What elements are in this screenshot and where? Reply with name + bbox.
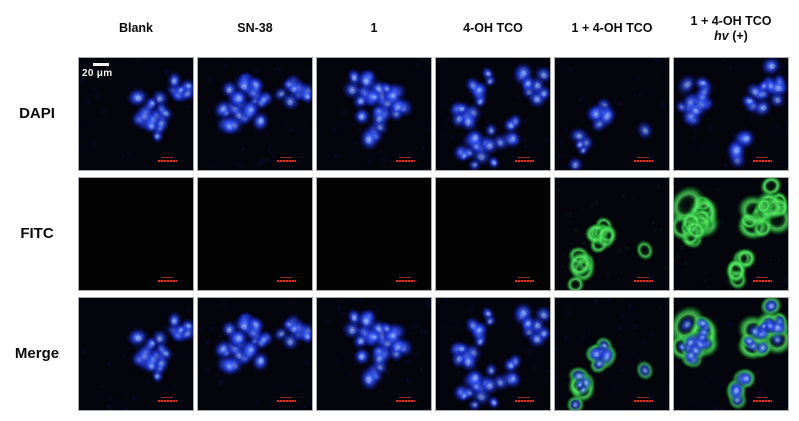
panel-dapi-col5 xyxy=(554,57,670,171)
micrograph-canvas xyxy=(317,178,431,290)
red-scale-bar xyxy=(515,397,534,402)
panel-merge-col5 xyxy=(554,297,670,411)
panel-dapi-col2 xyxy=(197,57,313,171)
micrograph-canvas xyxy=(198,58,312,170)
panel-fitc-col6 xyxy=(673,177,789,291)
red-scale-bar xyxy=(634,277,653,282)
micrograph-canvas xyxy=(436,298,550,410)
panel-merge-col1 xyxy=(78,297,194,411)
red-scale-bar xyxy=(753,397,772,402)
red-scale-bar xyxy=(158,277,177,282)
red-scale-bar xyxy=(753,277,772,282)
micrograph-canvas xyxy=(555,178,669,290)
micrograph-canvas xyxy=(317,298,431,410)
red-scale-bar xyxy=(158,397,177,402)
panel-dapi-col4 xyxy=(435,57,551,171)
red-scale-bar xyxy=(634,157,653,162)
scale-bar-label: 20 μm xyxy=(82,67,113,79)
scale-bar: 20 μm xyxy=(82,63,112,79)
panel-merge-col6 xyxy=(673,297,789,411)
red-scale-bar xyxy=(515,277,534,282)
micrograph-canvas xyxy=(555,298,669,410)
column-header-line1: Blank xyxy=(118,21,154,36)
row-label-fitc: FITC xyxy=(20,225,54,242)
panel-grid: 20 μm xyxy=(78,57,789,411)
red-scale-bar xyxy=(158,157,177,162)
micrograph-canvas xyxy=(79,178,193,290)
panel-dapi-col6 xyxy=(673,57,789,171)
panel-fitc-col5 xyxy=(554,177,670,291)
column-header-line1: SN-38 xyxy=(237,21,273,36)
scale-bar-line xyxy=(93,63,109,66)
column-header-2: SN-38 xyxy=(197,21,313,36)
panel-fitc-col1 xyxy=(78,177,194,291)
micrograph-canvas xyxy=(674,58,788,170)
micrograph-canvas xyxy=(555,58,669,170)
column-header-3: 1 xyxy=(316,21,432,36)
panel-dapi-col1: 20 μm xyxy=(78,57,194,171)
micrograph-canvas xyxy=(198,298,312,410)
red-scale-bar xyxy=(396,277,415,282)
row-label-merge: Merge xyxy=(14,345,60,362)
panel-fitc-col3 xyxy=(316,177,432,291)
red-scale-bar xyxy=(753,157,772,162)
column-header-line1: 1 + 4-OH TCO xyxy=(690,13,772,28)
column-header-4: 4-OH TCO xyxy=(435,21,551,36)
panel-merge-col3 xyxy=(316,297,432,411)
column-header-line2: hv (+) xyxy=(714,29,748,43)
micrograph-canvas xyxy=(674,298,788,410)
row-label-dapi: DAPI xyxy=(19,105,55,122)
micrograph-canvas xyxy=(674,178,788,290)
micrograph-canvas xyxy=(317,58,431,170)
column-header-line1: 1 + 4-OH TCO xyxy=(571,21,653,36)
micrograph-canvas xyxy=(79,58,193,170)
column-headers: Blank SN-38 1 4-OH TCO 1 + 4-OH TCO 1 + … xyxy=(78,4,789,54)
panel-dapi-col3 xyxy=(316,57,432,171)
column-header-line1: 4-OH TCO xyxy=(463,21,523,36)
micrograph-canvas xyxy=(198,178,312,290)
column-header-6: 1 + 4-OH TCO hv (+) xyxy=(673,14,789,45)
micrograph-canvas xyxy=(436,58,550,170)
micrograph-canvas xyxy=(436,178,550,290)
column-header-1: Blank xyxy=(78,21,194,36)
red-scale-bar xyxy=(277,157,296,162)
red-scale-bar xyxy=(396,397,415,402)
red-scale-bar xyxy=(277,397,296,402)
panel-fitc-col4 xyxy=(435,177,551,291)
panel-fitc-col2 xyxy=(197,177,313,291)
red-scale-bar xyxy=(277,277,296,282)
panel-merge-col2 xyxy=(197,297,313,411)
column-header-5: 1 + 4-OH TCO xyxy=(554,21,670,36)
red-scale-bar xyxy=(396,157,415,162)
column-header-line1: 1 xyxy=(370,21,378,36)
panel-merge-col4 xyxy=(435,297,551,411)
red-scale-bar xyxy=(634,397,653,402)
micrograph-canvas xyxy=(79,298,193,410)
red-scale-bar xyxy=(515,157,534,162)
